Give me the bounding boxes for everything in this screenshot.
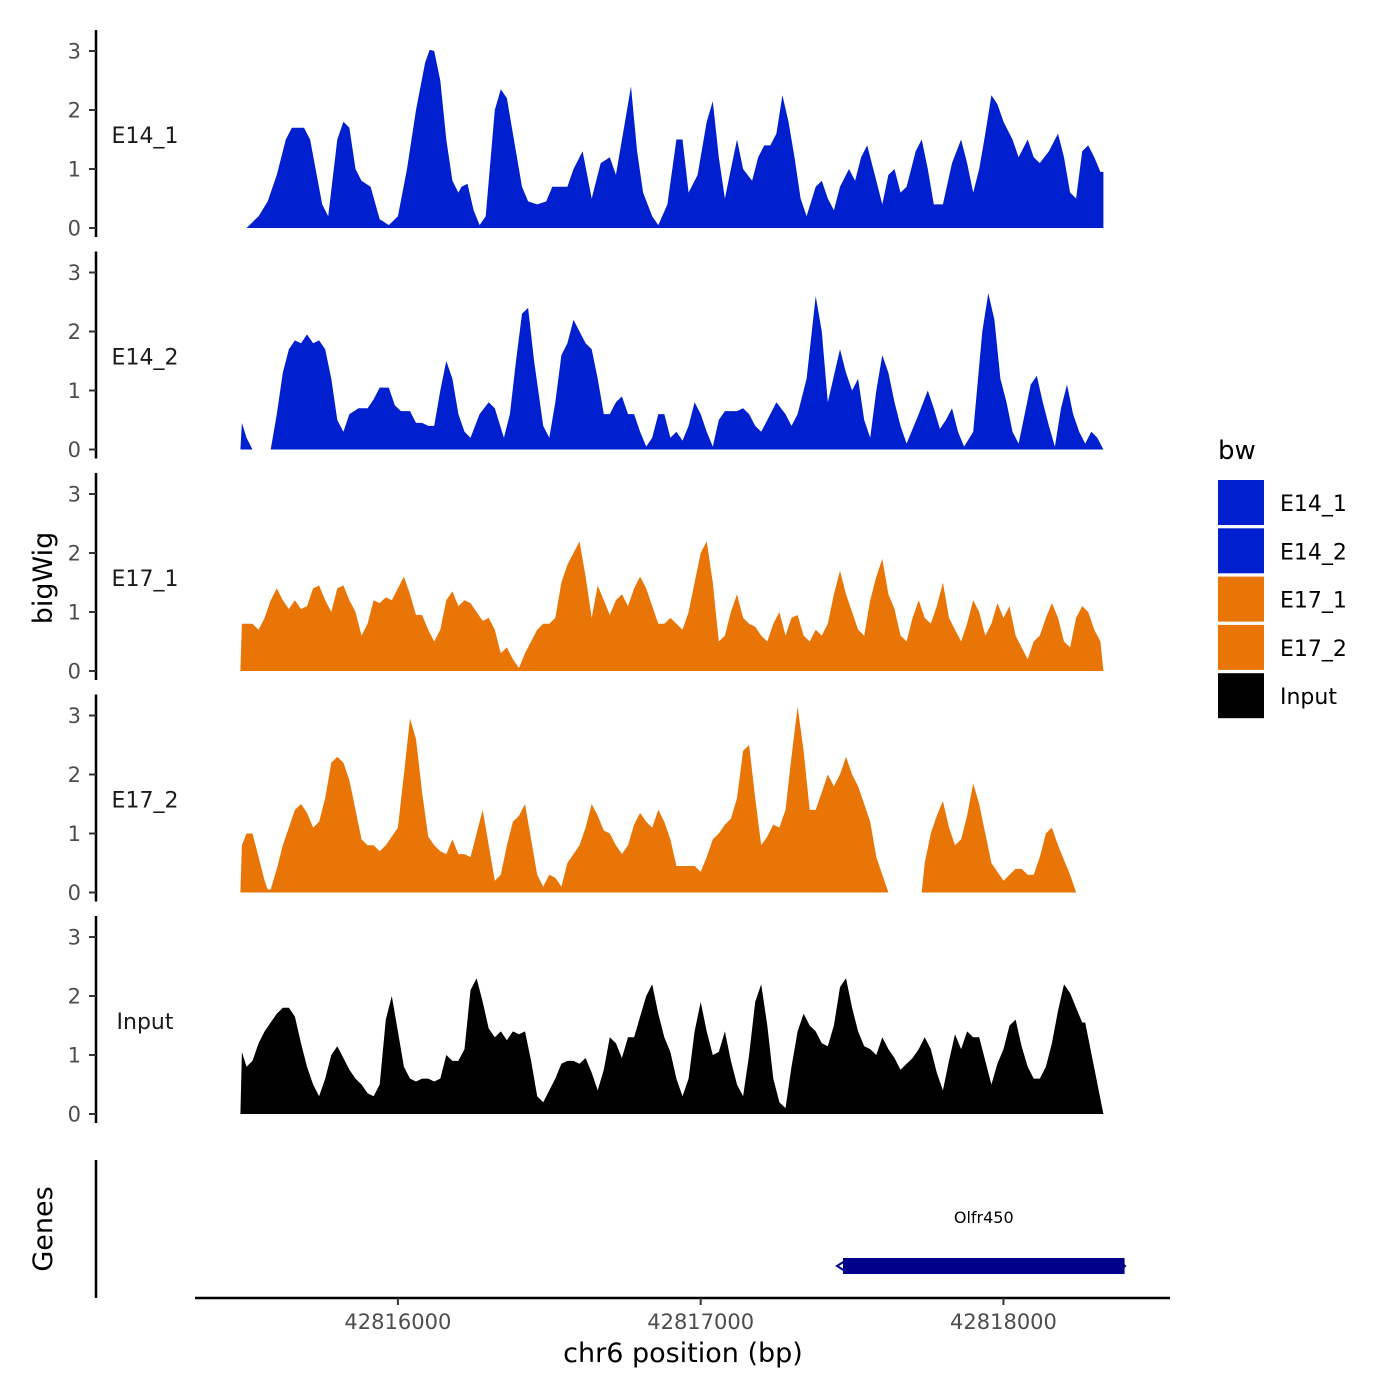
strand-arrow-icon [1120, 1261, 1127, 1271]
y-tick-label: 1 [68, 158, 81, 182]
track-label: E14_2 [112, 346, 179, 371]
x-tick-label: 42817000 [647, 1310, 754, 1334]
y-tick-label: 0 [68, 217, 81, 241]
track-e14_2: 0 1 2 3 E14_2 [68, 251, 1104, 462]
x-axis: 42816000 42817000 42818000 [195, 1296, 1170, 1334]
legend-label: E17_1 [1280, 589, 1347, 614]
signal-tracks: 0 1 2 3 E14_1 0 1 2 3 E14_2 0 1 2 3 E17_1 0 1 2 3 E17_2 0 1 2 3… [68, 30, 1104, 1127]
gene-panel: Olfr450 [94, 1160, 1127, 1298]
gene-olfr450: Olfr450 [835, 1208, 1127, 1274]
x-axis-title: chr6 position (bp) [563, 1338, 803, 1369]
y-tick-label: 1 [68, 601, 81, 625]
genes-axis-title: Genes [28, 1186, 59, 1271]
y-tick-label: 3 [68, 483, 81, 507]
x-axis-ticks: 42816000 42817000 42818000 [344, 1298, 1057, 1334]
y-tick-label: 1 [68, 1044, 81, 1068]
y-tick-label: 0 [68, 660, 81, 684]
gene-label: Olfr450 [954, 1208, 1014, 1227]
x-tick-label: 42818000 [950, 1310, 1057, 1334]
signal-area-e14_2 [240, 293, 1104, 450]
track-label: E14_1 [112, 124, 179, 149]
legend-item-e14_1: E14_1 [1218, 480, 1347, 525]
y-tick-label: 2 [68, 763, 81, 787]
y-axis-title: bigWig [28, 532, 59, 625]
y-tick-label: 0 [68, 881, 81, 905]
track-label: E17_2 [112, 789, 179, 814]
signal-area-e17_1 [240, 541, 1104, 671]
y-tick-label: 1 [68, 379, 81, 403]
track-e17_1: 0 1 2 3 E17_1 [68, 473, 1104, 684]
x-tick-label: 42816000 [344, 1310, 451, 1334]
legend-swatch [1218, 576, 1264, 622]
signal-area-e14_1 [240, 49, 1104, 228]
track-e17_2: 0 1 2 3 E17_2 [68, 694, 1104, 905]
track-label: Input [117, 1010, 174, 1035]
legend-swatch [1218, 528, 1264, 574]
y-tick-label: 2 [68, 985, 81, 1009]
legend-swatch [1218, 480, 1264, 525]
legend-items: E14_1 E14_2 E17_1 E17_2 Input [1218, 480, 1347, 719]
y-tick-label: 2 [68, 320, 81, 344]
track-label: E17_1 [112, 567, 179, 592]
legend-label: E14_1 [1280, 492, 1347, 517]
legend-label: E17_2 [1280, 637, 1347, 662]
y-tick-label: 3 [68, 261, 81, 285]
legend-label: Input [1280, 685, 1337, 710]
y-tick-label: 2 [68, 542, 81, 566]
y-tick-label: 0 [68, 438, 81, 462]
track-input: 0 1 2 3 Input [68, 916, 1104, 1127]
legend-item-input: Input [1218, 673, 1337, 719]
legend-item-e17_1: E17_1 [1218, 576, 1347, 622]
y-tick-label: 3 [68, 704, 81, 728]
y-tick-label: 2 [68, 99, 81, 123]
legend-title: bw [1218, 436, 1256, 466]
y-tick-label: 3 [68, 926, 81, 950]
y-tick-label: 1 [68, 822, 81, 846]
legend-label: E14_2 [1280, 540, 1347, 565]
legend-item-e17_2: E17_2 [1218, 624, 1347, 670]
gene-body [842, 1258, 1125, 1274]
signal-area-e17_2 [240, 706, 1104, 893]
legend: bw E14_1 E14_2 E17_1 E17_2 Input [1218, 436, 1347, 719]
y-tick-label: 0 [68, 1103, 81, 1127]
signal-area-input [240, 978, 1104, 1114]
y-tick-label: 3 [68, 40, 81, 64]
legend-swatch [1218, 624, 1264, 670]
legend-item-e14_2: E14_2 [1218, 528, 1347, 574]
track-e14_1: 0 1 2 3 E14_1 [68, 30, 1104, 241]
strand-arrow-icon [835, 1260, 846, 1272]
legend-swatch [1218, 673, 1264, 719]
gene-models: Olfr450 [835, 1208, 1127, 1274]
